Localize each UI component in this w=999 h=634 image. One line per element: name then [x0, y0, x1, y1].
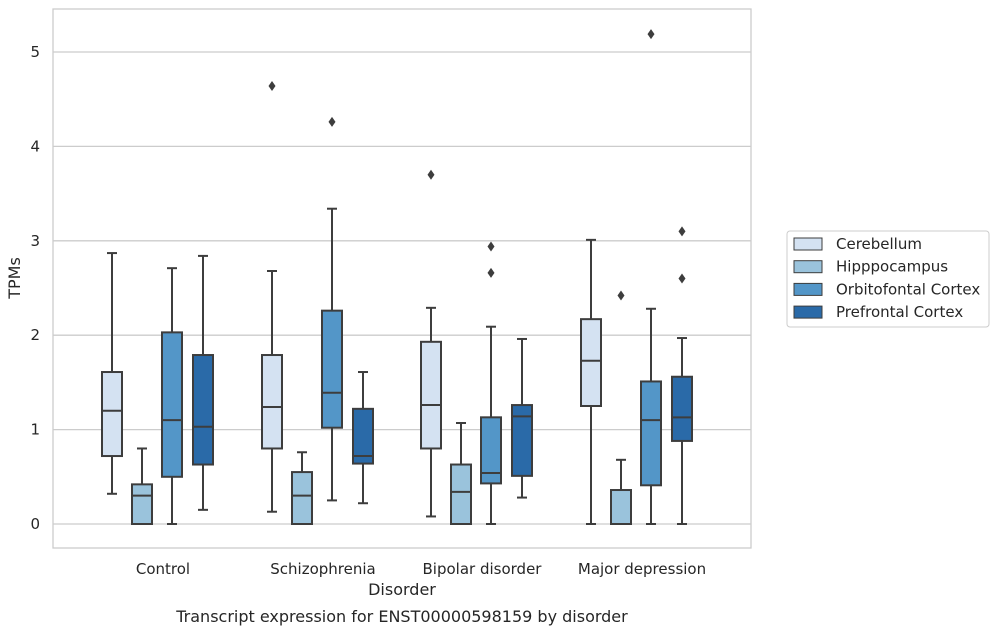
x-tick-label: Major depression — [578, 560, 706, 578]
legend-label: Cerebellum — [836, 235, 922, 253]
outlier-point — [678, 273, 686, 284]
outlier-point — [427, 169, 435, 180]
legend-items: Cerebellum Hipppocampus Orbitofontal Corte… — [793, 235, 980, 321]
plot-frame — [52, 8, 752, 549]
outlier-point — [647, 29, 655, 40]
box-iqr — [321, 309, 343, 429]
box-iqr — [671, 375, 693, 442]
box — [161, 267, 183, 525]
box — [480, 241, 502, 525]
legend-label: Orbitofontal Cortex — [836, 280, 980, 298]
y-tick-label: 0 — [30, 515, 40, 533]
y-tick-labels: 0 1 2 3 4 5 — [30, 43, 40, 533]
box-iqr — [511, 404, 533, 477]
box — [580, 238, 602, 525]
box — [420, 169, 442, 518]
legend: Cerebellum Hipppocampus Orbitofontal Corte… — [786, 230, 990, 328]
legend-label: Hipppocampus — [836, 258, 948, 276]
box-iqr — [101, 371, 123, 458]
box-iqr — [480, 416, 502, 485]
chart-caption: Transcript expression for ENST0000059815… — [175, 607, 628, 626]
legend-swatch — [793, 237, 823, 251]
box-iqr — [261, 354, 283, 450]
box-iqr — [192, 354, 214, 466]
y-axis-label: TPMs — [5, 257, 24, 300]
y-tick-label: 3 — [30, 232, 40, 250]
box — [291, 451, 313, 525]
box-iqr — [291, 471, 313, 525]
x-axis-label: Disorder — [368, 580, 436, 599]
legend-swatch — [793, 282, 823, 296]
box-iqr — [640, 380, 662, 487]
box-iqr — [450, 463, 472, 526]
legend-frame — [786, 230, 990, 328]
legend-swatch — [793, 260, 823, 274]
x-tick-label: Bipolar disorder — [423, 560, 543, 578]
y-tick-label: 2 — [30, 326, 40, 344]
legend-swatch — [793, 305, 823, 319]
outlier-point — [487, 241, 495, 252]
box — [321, 116, 343, 502]
x-tick-label: Control — [136, 560, 190, 578]
box — [610, 290, 632, 525]
box — [640, 29, 662, 525]
y-tick-label: 4 — [30, 137, 40, 155]
box-iqr — [352, 407, 374, 465]
box — [131, 447, 153, 525]
box — [511, 337, 533, 499]
box-iqr — [420, 340, 442, 450]
box — [352, 371, 374, 505]
box-iqr — [610, 489, 632, 525]
boxplot-marks — [101, 29, 693, 526]
outlier-point — [487, 267, 495, 278]
outlier-point — [617, 290, 625, 301]
box — [261, 80, 283, 513]
box-iqr — [580, 318, 602, 408]
box — [192, 254, 214, 511]
legend-label: Prefrontal Cortex — [836, 303, 963, 321]
box — [671, 226, 693, 525]
box — [101, 252, 123, 495]
outlier-point — [678, 226, 686, 237]
x-tick-labels: Control Schizophrenia Bipolar disorder Majo… — [136, 560, 706, 578]
y-tick-label: 5 — [30, 43, 40, 61]
outlier-point — [328, 116, 336, 127]
box-iqr — [131, 483, 153, 525]
outlier-point — [268, 80, 276, 91]
y-tick-label: 1 — [30, 421, 40, 439]
x-tick-label: Schizophrenia — [270, 560, 375, 578]
box — [450, 421, 472, 526]
box-iqr — [161, 331, 183, 478]
